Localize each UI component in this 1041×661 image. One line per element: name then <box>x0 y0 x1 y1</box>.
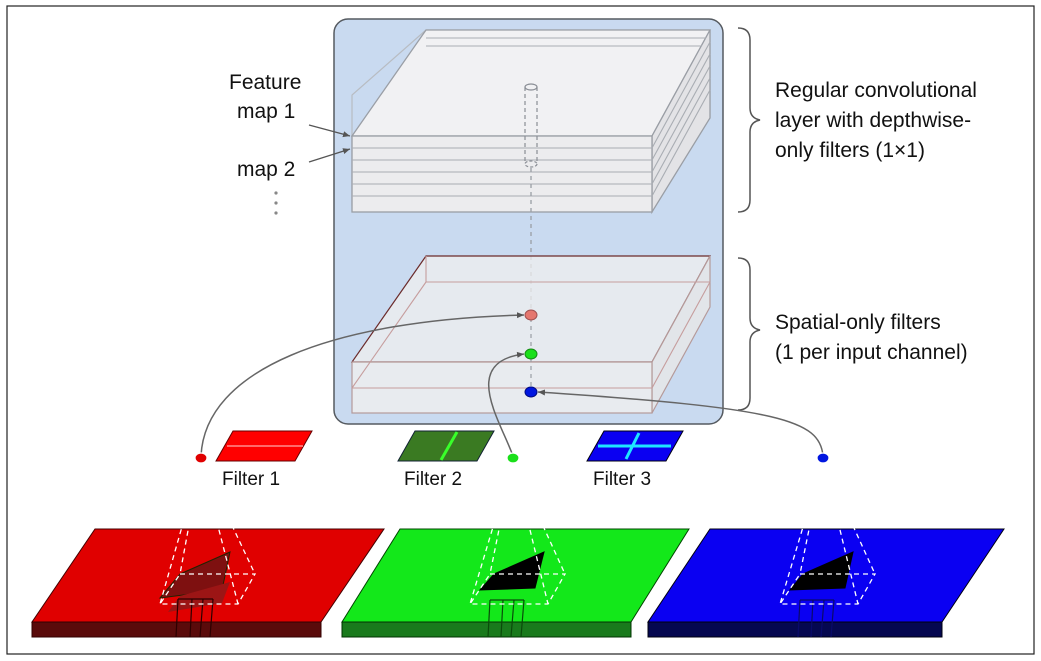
feature-map-2-arrow <box>308 148 351 163</box>
filter-1-label: Filter 1 <box>222 469 280 490</box>
filter-2-label: Filter 2 <box>404 469 462 490</box>
spatial-label-line2: (1 per input channel) <box>775 341 968 364</box>
input-point-green <box>506 452 520 464</box>
output-point-blue <box>524 386 538 398</box>
filter-1-swatch <box>215 430 313 462</box>
feature-map-1-label-line1: Feature <box>229 71 301 94</box>
input-point-red <box>194 452 208 464</box>
ellipsis-dots <box>274 191 278 215</box>
feature-map-slices <box>352 37 711 197</box>
depthwise-layer-stack <box>350 29 712 215</box>
regular-layer-label-line1: Regular convolutional <box>775 79 977 102</box>
pointwise-filter-column <box>524 83 538 168</box>
spatial-layer-stack <box>350 255 712 414</box>
filter-3-swatch <box>586 430 684 462</box>
feature-map-2-label: map 2 <box>237 158 295 181</box>
output-point-red <box>524 309 538 321</box>
input-channel-blue <box>647 459 1005 638</box>
input-channel-red <box>31 459 385 638</box>
spatial-label-line1: Spatial-only filters <box>775 311 941 334</box>
output-point-green <box>524 348 538 360</box>
green-to-layer-arrow <box>487 351 525 457</box>
regular-layer-label-line3: only filters (1×1) <box>775 139 925 162</box>
input-channel-green <box>341 459 690 638</box>
filter-2-swatch <box>397 430 495 462</box>
red-to-layer-arrow <box>200 312 525 457</box>
depthwise-front-face <box>351 135 653 213</box>
feature-map-1-arrow <box>308 124 351 138</box>
regular-layer-label-line2: layer with depthwise- <box>775 109 971 132</box>
regular-layer-brace <box>737 27 761 213</box>
blue-to-layer-arrow <box>537 389 824 457</box>
spatial-layer-brace <box>737 257 761 411</box>
input-point-blue <box>816 452 830 464</box>
feature-map-1-label-line2: map 1 <box>237 100 295 123</box>
figure-border <box>6 5 1035 655</box>
filter-3-label: Filter 3 <box>593 469 651 490</box>
